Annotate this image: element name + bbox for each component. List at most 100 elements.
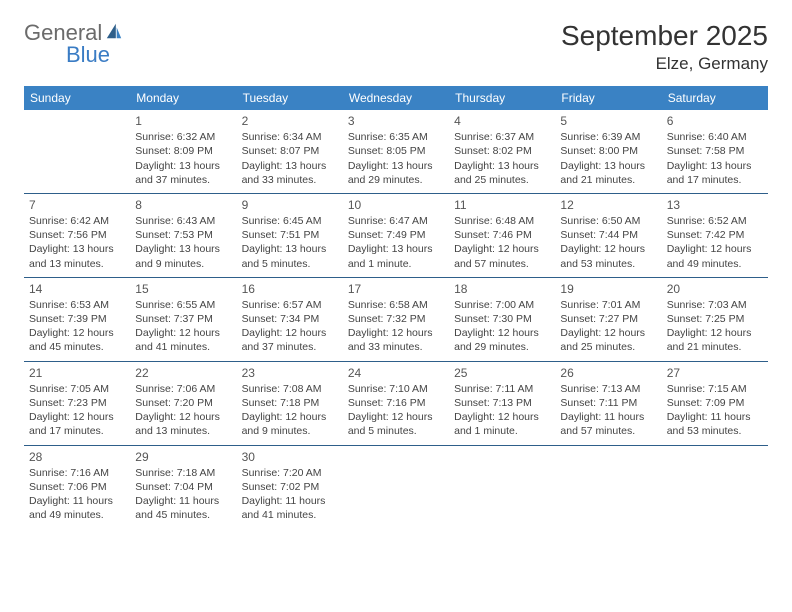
day-info-line: Sunset: 7:49 PM: [348, 228, 444, 242]
day-info-line: and 17 minutes.: [667, 173, 763, 187]
day-info-line: Daylight: 12 hours: [348, 410, 444, 424]
day-header: Friday: [555, 86, 661, 110]
logo: General Blue: [24, 20, 125, 68]
day-info-line: Sunrise: 6:43 AM: [135, 214, 231, 228]
day-number: 4: [454, 113, 550, 129]
day-number: 18: [454, 281, 550, 297]
day-info-line: and 29 minutes.: [454, 340, 550, 354]
day-info-line: Daylight: 11 hours: [29, 494, 125, 508]
day-number: 26: [560, 365, 656, 381]
day-info-line: Daylight: 12 hours: [454, 410, 550, 424]
day-info-line: Daylight: 13 hours: [135, 159, 231, 173]
title-block: September 2025 Elze, Germany: [561, 20, 768, 74]
day-info-line: Daylight: 13 hours: [454, 159, 550, 173]
day-info-line: Sunset: 7:53 PM: [135, 228, 231, 242]
day-cell: 11Sunrise: 6:48 AMSunset: 7:46 PMDayligh…: [449, 194, 555, 277]
day-info-line: Sunrise: 7:01 AM: [560, 298, 656, 312]
day-info-line: Daylight: 13 hours: [242, 242, 338, 256]
day-cell: 15Sunrise: 6:55 AMSunset: 7:37 PMDayligh…: [130, 278, 236, 361]
day-info-line: Daylight: 12 hours: [560, 242, 656, 256]
logo-text-part2: Blue: [66, 42, 125, 68]
day-cell: 19Sunrise: 7:01 AMSunset: 7:27 PMDayligh…: [555, 278, 661, 361]
day-info-line: Daylight: 11 hours: [560, 410, 656, 424]
day-info-line: Sunset: 7:30 PM: [454, 312, 550, 326]
day-number: 10: [348, 197, 444, 213]
day-number: 27: [667, 365, 763, 381]
day-info-line: Sunset: 7:58 PM: [667, 144, 763, 158]
day-info-line: Sunset: 7:23 PM: [29, 396, 125, 410]
day-info-line: Daylight: 12 hours: [29, 410, 125, 424]
day-info-line: and 25 minutes.: [454, 173, 550, 187]
day-info-line: Sunrise: 6:58 AM: [348, 298, 444, 312]
day-info-line: Sunrise: 7:00 AM: [454, 298, 550, 312]
day-info-line: and 33 minutes.: [242, 173, 338, 187]
day-cell: 12Sunrise: 6:50 AMSunset: 7:44 PMDayligh…: [555, 194, 661, 277]
day-header: Wednesday: [343, 86, 449, 110]
day-cell: [555, 446, 661, 529]
day-number: 7: [29, 197, 125, 213]
day-number: 19: [560, 281, 656, 297]
day-info-line: Sunset: 7:34 PM: [242, 312, 338, 326]
day-cell: 6Sunrise: 6:40 AMSunset: 7:58 PMDaylight…: [662, 110, 768, 193]
day-info-line: Daylight: 11 hours: [667, 410, 763, 424]
day-info-line: Daylight: 12 hours: [135, 410, 231, 424]
day-info-line: Sunrise: 6:32 AM: [135, 130, 231, 144]
week-row: 28Sunrise: 7:16 AMSunset: 7:06 PMDayligh…: [24, 446, 768, 529]
day-header: Thursday: [449, 86, 555, 110]
day-info-line: Daylight: 12 hours: [242, 410, 338, 424]
day-info-line: Sunrise: 7:11 AM: [454, 382, 550, 396]
day-cell: 17Sunrise: 6:58 AMSunset: 7:32 PMDayligh…: [343, 278, 449, 361]
day-header: Monday: [130, 86, 236, 110]
day-info-line: Sunrise: 6:45 AM: [242, 214, 338, 228]
day-number: 17: [348, 281, 444, 297]
day-info-line: Sunrise: 6:53 AM: [29, 298, 125, 312]
day-info-line: Daylight: 13 hours: [29, 242, 125, 256]
day-cell: 9Sunrise: 6:45 AMSunset: 7:51 PMDaylight…: [237, 194, 343, 277]
day-info-line: Sunset: 7:18 PM: [242, 396, 338, 410]
day-info-line: Sunset: 7:32 PM: [348, 312, 444, 326]
day-info-line: Sunrise: 7:08 AM: [242, 382, 338, 396]
day-info-line: and 25 minutes.: [560, 340, 656, 354]
day-number: 2: [242, 113, 338, 129]
day-info-line: Sunrise: 6:42 AM: [29, 214, 125, 228]
day-info-line: Sunset: 8:05 PM: [348, 144, 444, 158]
day-info-line: Daylight: 12 hours: [560, 326, 656, 340]
day-info-line: Sunrise: 6:34 AM: [242, 130, 338, 144]
day-info-line: and 49 minutes.: [667, 257, 763, 271]
day-info-line: Sunrise: 6:39 AM: [560, 130, 656, 144]
day-info-line: Sunset: 7:39 PM: [29, 312, 125, 326]
calendar-body: 1Sunrise: 6:32 AMSunset: 8:09 PMDaylight…: [24, 110, 768, 528]
day-cell: 5Sunrise: 6:39 AMSunset: 8:00 PMDaylight…: [555, 110, 661, 193]
day-info-line: and 57 minutes.: [560, 424, 656, 438]
day-info-line: and 13 minutes.: [135, 424, 231, 438]
day-cell: 13Sunrise: 6:52 AMSunset: 7:42 PMDayligh…: [662, 194, 768, 277]
day-cell: 29Sunrise: 7:18 AMSunset: 7:04 PMDayligh…: [130, 446, 236, 529]
week-row: 21Sunrise: 7:05 AMSunset: 7:23 PMDayligh…: [24, 362, 768, 445]
day-info-line: Sunset: 7:42 PM: [667, 228, 763, 242]
day-info-line: Sunrise: 7:13 AM: [560, 382, 656, 396]
day-info-line: Sunset: 7:56 PM: [29, 228, 125, 242]
day-info-line: Daylight: 13 hours: [560, 159, 656, 173]
day-header: Tuesday: [237, 86, 343, 110]
day-cell: 3Sunrise: 6:35 AMSunset: 8:05 PMDaylight…: [343, 110, 449, 193]
day-info-line: Sunrise: 7:05 AM: [29, 382, 125, 396]
day-number: 5: [560, 113, 656, 129]
day-info-line: Sunset: 7:11 PM: [560, 396, 656, 410]
day-info-line: and 21 minutes.: [560, 173, 656, 187]
day-info-line: Sunset: 7:20 PM: [135, 396, 231, 410]
day-info-line: Daylight: 11 hours: [135, 494, 231, 508]
day-info-line: Sunrise: 6:57 AM: [242, 298, 338, 312]
day-info-line: Sunrise: 7:03 AM: [667, 298, 763, 312]
day-info-line: Sunset: 8:02 PM: [454, 144, 550, 158]
location: Elze, Germany: [561, 54, 768, 74]
day-info-line: and 41 minutes.: [242, 508, 338, 522]
day-info-line: and 49 minutes.: [29, 508, 125, 522]
day-info-line: Sunset: 8:00 PM: [560, 144, 656, 158]
day-info-line: Daylight: 13 hours: [348, 242, 444, 256]
day-info-line: Sunset: 7:13 PM: [454, 396, 550, 410]
day-info-line: Daylight: 11 hours: [242, 494, 338, 508]
day-info-line: Sunset: 7:09 PM: [667, 396, 763, 410]
day-cell: 4Sunrise: 6:37 AMSunset: 8:02 PMDaylight…: [449, 110, 555, 193]
day-info-line: and 53 minutes.: [667, 424, 763, 438]
day-cell: 7Sunrise: 6:42 AMSunset: 7:56 PMDaylight…: [24, 194, 130, 277]
